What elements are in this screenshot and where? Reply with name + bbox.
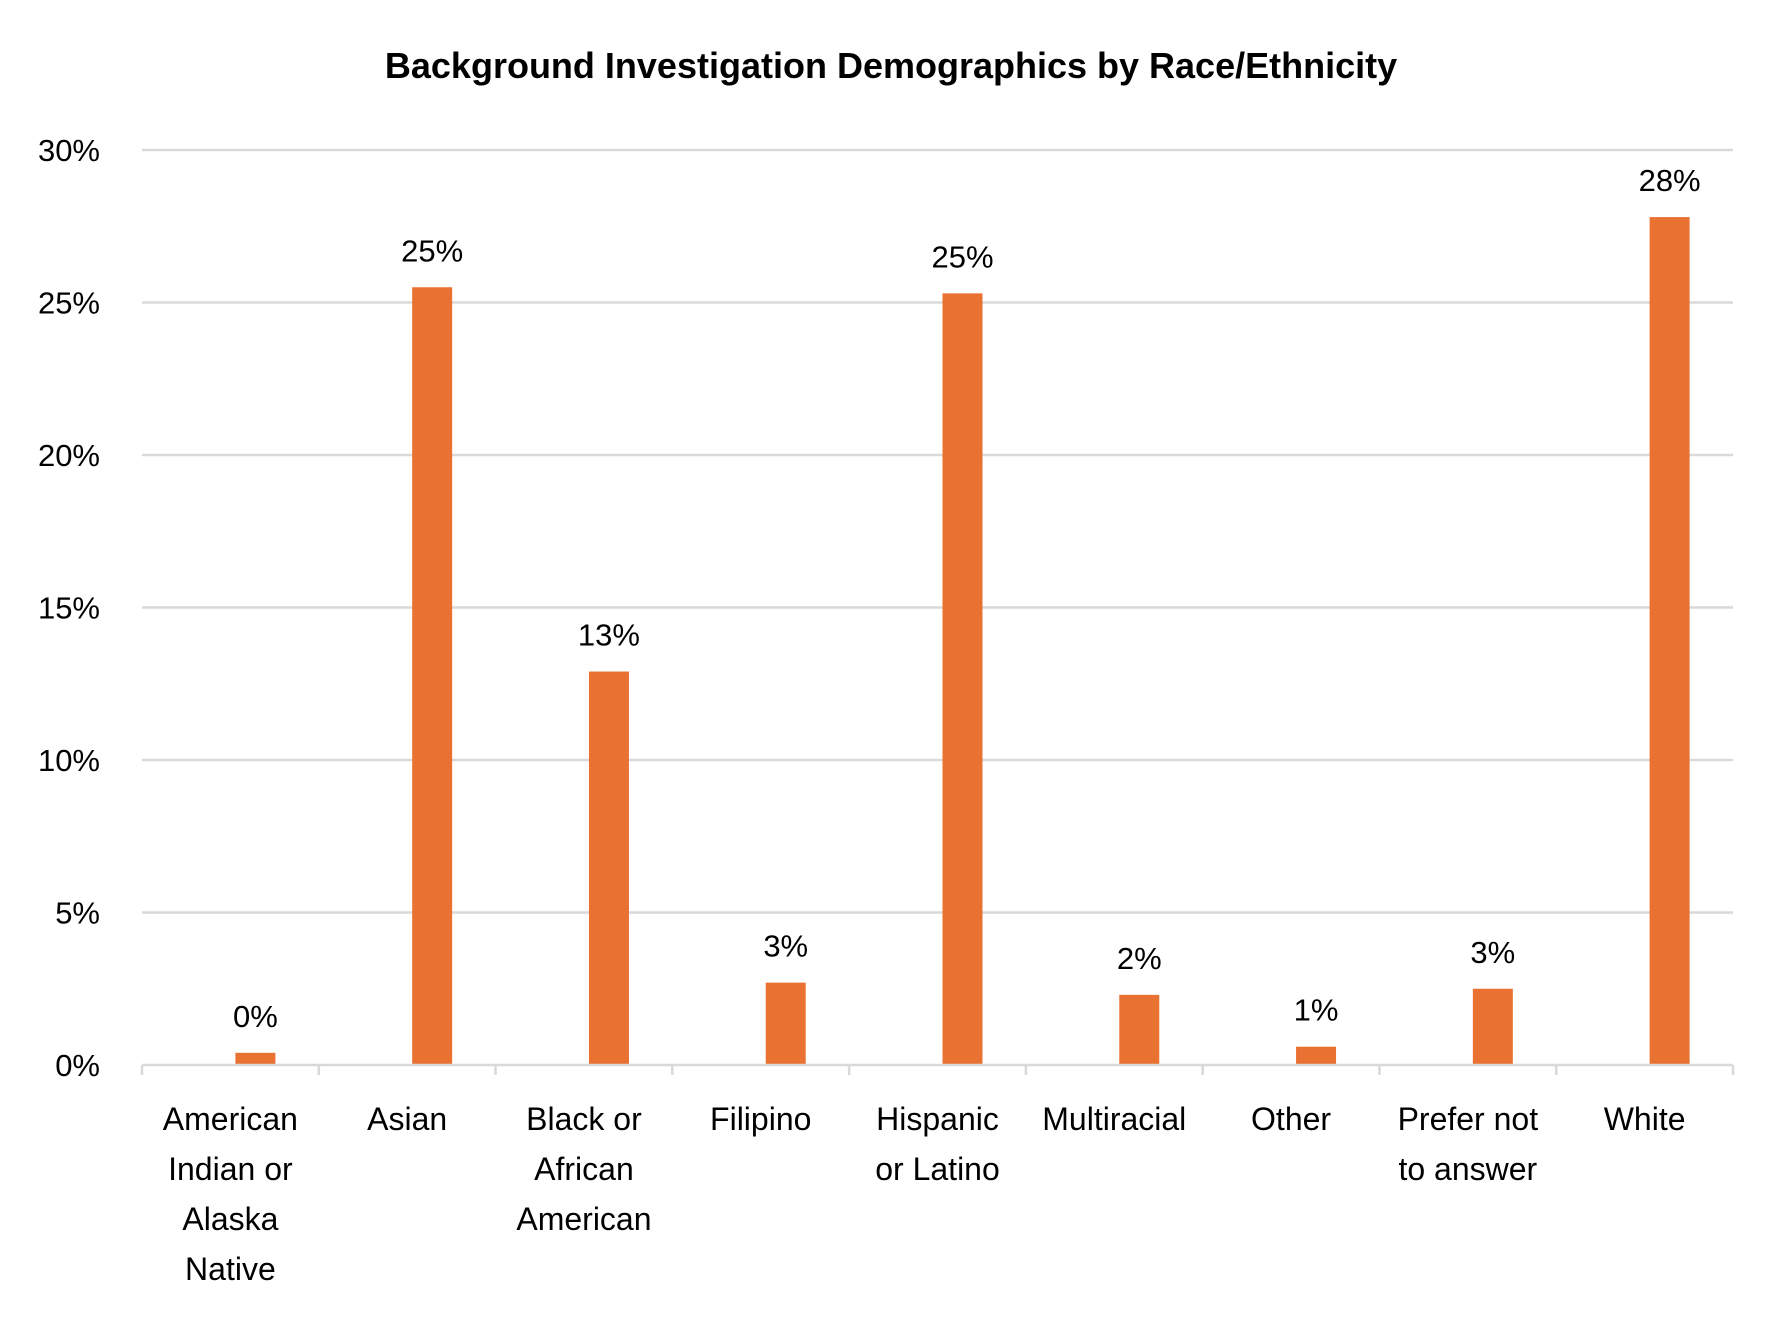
y-tick-label: 10% <box>38 743 100 778</box>
bar <box>765 982 806 1065</box>
data-label: 28% <box>1639 163 1701 198</box>
y-tick-label: 5% <box>55 896 100 931</box>
data-label: 3% <box>763 929 808 964</box>
chart-title: Background Investigation Demographics by… <box>385 45 1397 86</box>
x-category-label: Filipino <box>710 1101 811 1137</box>
bar <box>1119 994 1160 1065</box>
data-label: 3% <box>1470 935 1515 970</box>
y-tick-label: 15% <box>38 591 100 626</box>
bar <box>1472 988 1513 1065</box>
data-label: 13% <box>578 618 640 653</box>
x-category-label: or Latino <box>875 1151 1000 1187</box>
bar <box>1296 1046 1337 1065</box>
x-category-label: Asian <box>367 1101 447 1137</box>
data-label: 25% <box>931 239 993 274</box>
x-category-label: Indian or <box>168 1151 293 1187</box>
x-category-label: American <box>516 1201 651 1237</box>
x-category-label: Black or <box>526 1101 642 1137</box>
y-tick-label: 25% <box>38 286 100 321</box>
bar <box>1649 217 1690 1066</box>
data-label: 0% <box>233 999 278 1034</box>
x-category-label: Native <box>185 1251 276 1287</box>
x-category-label: Other <box>1251 1101 1331 1137</box>
bar <box>588 671 629 1065</box>
x-category-label: Multiracial <box>1042 1101 1186 1137</box>
x-category-label: Hispanic <box>876 1101 999 1137</box>
x-category-label: to answer <box>1398 1151 1537 1187</box>
bar <box>942 293 983 1066</box>
data-label: 2% <box>1117 941 1162 976</box>
bar <box>412 287 453 1065</box>
x-category-label: Alaska <box>182 1201 278 1237</box>
x-category-label: Prefer not <box>1398 1101 1539 1137</box>
x-category-label: American <box>163 1101 298 1137</box>
y-tick-label: 30% <box>38 133 100 168</box>
y-tick-label: 20% <box>38 438 100 473</box>
data-label: 1% <box>1294 993 1339 1028</box>
data-label: 25% <box>401 233 463 268</box>
bar <box>235 1052 276 1065</box>
x-category-label: White <box>1604 1101 1686 1137</box>
x-category-label: African <box>534 1151 634 1187</box>
y-tick-label: 0% <box>55 1048 100 1083</box>
